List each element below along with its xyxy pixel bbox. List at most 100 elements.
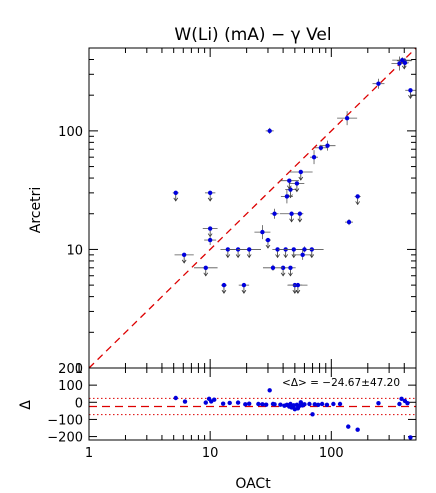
residual-point	[173, 395, 178, 401]
upper-limit-point	[294, 181, 300, 186]
detection-point	[346, 219, 352, 225]
residual-y-tick-label: 0	[75, 396, 83, 411]
detection-point	[260, 229, 265, 235]
residual-y-tick-label: −100	[47, 413, 83, 428]
residual-point	[399, 396, 404, 402]
residual-point	[355, 427, 360, 432]
main-y-tick-label: 1	[75, 362, 83, 377]
residual-point	[243, 402, 248, 407]
residual-point	[408, 435, 413, 440]
upper-limit-arrow	[288, 194, 293, 199]
residual-point	[337, 401, 343, 407]
residual-y-axis-label: Δ	[18, 400, 34, 410]
residual-y-tick-label: 100	[58, 379, 83, 394]
residual-point	[310, 412, 315, 417]
residual-y-tick-label: −200	[47, 431, 83, 446]
upper-limit-point	[225, 247, 231, 252]
upper-limit-arrow	[265, 244, 271, 249]
upper-limit-arrow	[246, 254, 252, 259]
upper-limit-arrow	[294, 188, 300, 193]
main-chart-title: W(Li) (mA) − γ Vel	[174, 25, 331, 45]
upper-limit-point	[246, 247, 252, 252]
upper-limit-point	[207, 190, 213, 196]
upper-limit-point	[181, 252, 187, 258]
upper-limit-point	[295, 282, 301, 288]
upper-limit-arrow	[235, 254, 241, 259]
upper-limit-arrow	[241, 289, 247, 294]
upper-limit-point	[265, 237, 271, 243]
detection-point	[397, 61, 402, 66]
detection-point	[267, 128, 272, 134]
residual-point	[278, 402, 283, 407]
upper-limit-point	[291, 247, 296, 252]
upper-limit-arrow	[280, 272, 286, 277]
upper-limit-arrow	[408, 95, 413, 99]
upper-limit-point	[288, 265, 293, 271]
detection-point	[400, 57, 405, 63]
upper-limit-arrow	[221, 289, 227, 294]
residual-annotation: <Δ> = −24.67±47.20	[282, 377, 400, 389]
upper-limit-point	[408, 88, 413, 93]
upper-limit-point	[297, 211, 303, 216]
residual-point	[397, 401, 402, 407]
residual-point	[331, 401, 336, 407]
upper-limit-point	[241, 282, 247, 288]
upper-limit-arrow	[295, 289, 301, 294]
one-to-one-line	[88, 47, 417, 369]
residual-point	[267, 388, 272, 393]
upper-limit-point	[203, 265, 208, 271]
residual-point	[235, 400, 241, 405]
residual-point	[246, 401, 252, 406]
residual-point	[272, 402, 277, 407]
upper-limit-arrow	[275, 254, 280, 259]
upper-limit-arrow	[289, 218, 294, 223]
detection-point	[284, 194, 290, 199]
residual-point	[307, 401, 312, 407]
residual-plot-frame	[88, 367, 417, 441]
upper-limit-arrow	[225, 254, 231, 259]
upper-limit-point	[275, 247, 280, 252]
upper-limit-point	[221, 282, 227, 288]
detection-point	[207, 237, 213, 243]
residual-point	[346, 424, 351, 429]
upper-limit-arrow	[203, 272, 209, 277]
upper-limit-arrow	[207, 197, 213, 202]
main-y-tick-label: 100	[58, 125, 83, 140]
upper-limit-arrow	[298, 176, 304, 181]
upper-limit-point	[298, 169, 304, 175]
residual-point	[227, 400, 232, 406]
upper-limit-point	[355, 194, 360, 199]
upper-limit-arrow	[309, 254, 315, 259]
residual-point	[288, 401, 293, 407]
detection-point	[300, 252, 305, 258]
upper-limit-point	[280, 265, 286, 271]
residual-point	[256, 401, 261, 407]
upper-limit-point	[173, 190, 178, 196]
residual-point	[405, 400, 410, 406]
upper-limit-point	[289, 211, 294, 216]
residual-point	[319, 401, 325, 407]
residual-point	[260, 402, 265, 407]
detection-point	[270, 265, 276, 271]
detection-point	[272, 211, 277, 216]
upper-limit-arrow	[181, 259, 187, 264]
upper-limit-arrow	[401, 65, 407, 70]
detection-point	[376, 81, 381, 86]
x-tick-label: 10	[202, 446, 219, 461]
upper-limit-arrow	[297, 218, 303, 223]
residual-point	[376, 400, 381, 406]
upper-limit-point	[207, 226, 213, 231]
residual-point	[316, 402, 321, 408]
upper-limit-point	[287, 178, 292, 183]
residual-point	[324, 402, 330, 408]
upper-limit-arrow	[286, 185, 292, 190]
residual-point	[182, 399, 188, 404]
detection-point	[325, 143, 330, 148]
upper-limit-arrow	[288, 272, 293, 277]
upper-limit-arrow	[283, 254, 289, 259]
residual-point	[263, 402, 269, 407]
residual-plot-area: 1 10 100 200 100 0 −100 −200	[47, 362, 417, 461]
detection-point	[318, 145, 324, 150]
x-tick-label: 100	[319, 446, 344, 461]
detection-point	[402, 60, 408, 66]
